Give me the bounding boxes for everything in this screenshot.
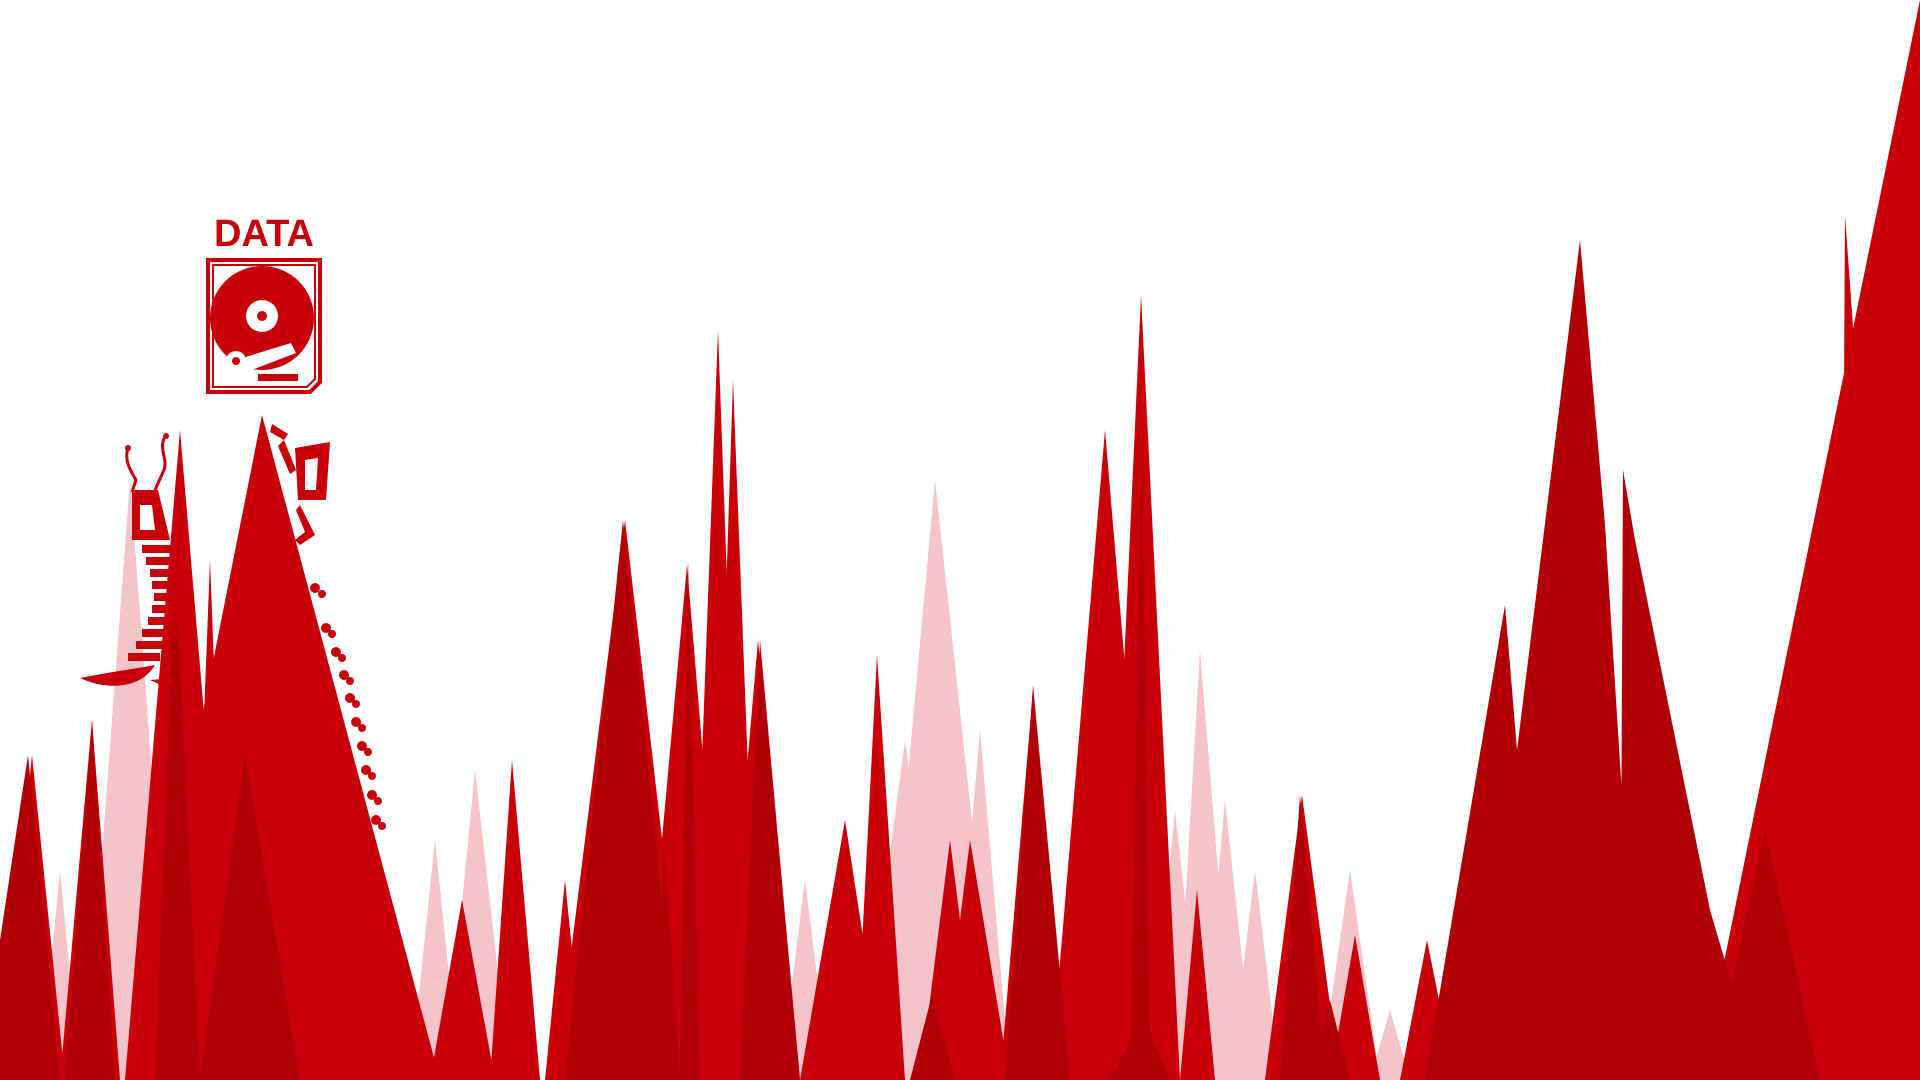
red-spike [855, 655, 905, 1080]
hard-drive-icon [206, 258, 322, 394]
logo-title: DATA [214, 213, 314, 255]
dark-red-spike [0, 755, 60, 1080]
dark-red-spikes-layer [0, 240, 1820, 1080]
bug-swarm-icon [310, 583, 386, 830]
red-spike [490, 760, 540, 1080]
dark-red-spike [565, 520, 680, 1080]
dark-red-spike [740, 640, 800, 1080]
red-spike [130, 415, 440, 1080]
dark-red-spike [200, 755, 300, 1080]
dark-red-spike [1005, 685, 1070, 1080]
dark-red-spike [65, 720, 115, 1080]
red-spike [1330, 935, 1380, 1080]
dark-red-spike [155, 560, 200, 1080]
dark-red-spike [1280, 795, 1325, 1080]
robot-arm-icon [270, 424, 330, 545]
dark-red-spike [1425, 240, 1640, 1080]
red-spike [430, 900, 495, 1080]
dark-red-spike [650, 850, 680, 1080]
dark-red-spike [680, 560, 700, 1080]
red-spike [1840, 215, 1920, 1080]
red-spike [1180, 890, 1215, 1080]
pink-spike [1230, 870, 1280, 1080]
dark-red-spike [1620, 470, 1760, 1080]
centipede-robot-icon [80, 433, 186, 688]
pink-spike [1370, 1010, 1410, 1080]
red-spike [940, 840, 1010, 1080]
dark-red-spike [1710, 830, 1820, 1080]
dark-red-spike [1130, 425, 1150, 1080]
data-logo: DATA [206, 214, 322, 394]
dark-red-spike [1310, 1000, 1350, 1080]
dark-red-spike [910, 995, 955, 1080]
